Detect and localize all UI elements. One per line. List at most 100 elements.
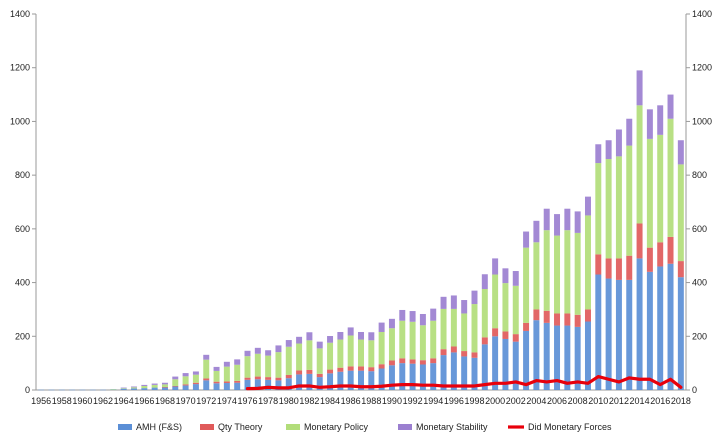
bar-amh-f-s--1958 [58,389,65,391]
y2-tick-label: 200 [692,331,707,341]
legend-swatch-monetary-stability [398,424,412,430]
bar-amh-f-s--1988 [368,371,375,390]
bar-amh-f-s--2008 [574,326,581,390]
bar-amh-f-s--1986 [347,370,354,390]
bar-monetary-policy-1977 [254,353,261,377]
bar-amh-f-s--2013 [626,279,633,390]
x-tick-label: 1972 [196,396,216,406]
bar-amh-f-s--2001 [502,338,509,390]
bar-monetary-stability-2009 [584,196,591,216]
bar-monetary-stability-2000 [492,258,499,275]
bar-amh-f-s--2017 [667,263,674,390]
bar-monetary-stability-1978 [265,350,272,356]
bar-monetary-policy-1974 [223,366,230,382]
bar-amh-f-s--1999 [481,344,488,390]
bar-monetary-policy-1986 [347,335,354,367]
x-tick-label: 1994 [423,396,443,406]
bar-monetary-policy-2005 [543,230,550,311]
bar-amh-f-s--1981 [296,374,303,390]
x-tick-label: 2014 [630,396,650,406]
bar-monetary-stability-1994 [430,308,437,321]
bar-monetary-policy-2010 [595,163,602,255]
x-tick-label: 1996 [444,396,464,406]
bar-qty-theory-2010 [595,254,602,275]
bar-monetary-policy-2009 [584,215,591,310]
x-tick-label: 1990 [382,396,402,406]
bar-monetary-stability-2011 [605,140,612,160]
bar-amh-f-s--1965 [131,388,137,390]
legend-label: AMH (F&S) [136,422,182,432]
bar-amh-f-s--2009 [584,321,591,390]
bar-qty-theory-2008 [574,314,581,327]
bar-monetary-stability-2014 [636,70,643,106]
y-tick-label: 800 [15,170,30,180]
bar-monetary-policy-1965 [131,387,137,389]
bar-monetary-stability-1982 [306,332,313,341]
y2-tick-label: 1000 [692,116,712,126]
bar-qty-theory-1985 [337,367,344,372]
bar-monetary-stability-1986 [347,327,354,336]
x-tick-label: 2012 [609,396,629,406]
bar-amh-f-s--1961 [89,389,96,391]
bar-qty-theory-1999 [481,337,488,345]
bar-qty-theory-1970 [182,384,189,386]
bar-monetary-policy-1987 [358,339,364,367]
bar-qty-theory-2007 [564,313,571,326]
bar-qty-theory-1978 [265,377,272,380]
bar-amh-f-s--2018 [677,277,684,390]
x-tick-label: 1980 [279,396,299,406]
y-tick-label: 400 [15,278,30,288]
bar-amh-f-s--1991 [399,363,406,390]
x-tick-label: 1956 [31,396,51,406]
bar-monetary-stability-1977 [254,347,261,354]
legend-swatch-monetary-policy [286,424,300,430]
bar-monetary-stability-2012 [615,129,622,157]
bar-monetary-stability-1971 [192,371,199,375]
bar-monetary-policy-1992 [409,321,416,360]
bar-amh-f-s--1960 [79,389,86,391]
bar-monetary-stability-2010 [595,144,602,164]
bar-monetary-policy-2013 [626,145,633,256]
bar-monetary-policy-2000 [492,274,499,329]
bar-amh-f-s--1970 [182,385,189,390]
bar-monetary-stability-2003 [523,231,530,248]
bar-amh-f-s--1976 [244,379,251,390]
bar-amh-f-s--1957 [48,389,55,391]
bar-monetary-policy-1968 [161,384,168,388]
bar-qty-theory-2014 [636,223,643,259]
bar-monetary-stability-1965 [131,386,137,388]
bar-monetary-policy-1982 [306,340,313,370]
x-tick-label: 2000 [485,396,505,406]
bar-amh-f-s--1969 [172,386,179,390]
x-tick-label: 1982 [299,396,319,406]
bar-monetary-stability-1973 [213,366,220,371]
bar-amh-f-s--1980 [285,378,292,390]
bar-monetary-policy-1985 [337,339,344,368]
bar-qty-theory-1994 [430,358,437,364]
bar-amh-f-s--1959 [69,389,76,391]
bar-amh-f-s--1956 [38,389,45,391]
x-tick-label: 1988 [361,396,381,406]
bar-monetary-policy-1973 [213,370,220,382]
bar-monetary-stability-1996 [450,295,457,309]
bar-monetary-stability-1974 [223,361,230,367]
bar-monetary-policy-1998 [471,304,478,353]
bar-monetary-policy-1996 [450,308,457,347]
bar-monetary-policy-2017 [667,118,674,237]
bar-amh-f-s--1998 [471,357,478,390]
bar-qty-theory-1992 [409,359,416,364]
bar-monetary-stability-1964 [120,387,127,389]
bar-qty-theory-1997 [461,351,468,357]
legend-swatch-amh-f-s- [118,424,132,430]
bar-qty-theory-2000 [492,328,499,337]
bar-amh-f-s--1974 [223,383,230,390]
x-tick-label: 2010 [588,396,608,406]
bar-monetary-policy-1980 [285,346,292,375]
bar-monetary-policy-1991 [399,320,406,359]
y2-tick-label: 1400 [692,9,712,19]
bar-monetary-policy-1993 [419,325,426,361]
bar-amh-f-s--1990 [388,365,395,390]
bar-qty-theory-1986 [347,366,354,371]
bar-qty-theory-2016 [657,242,664,267]
